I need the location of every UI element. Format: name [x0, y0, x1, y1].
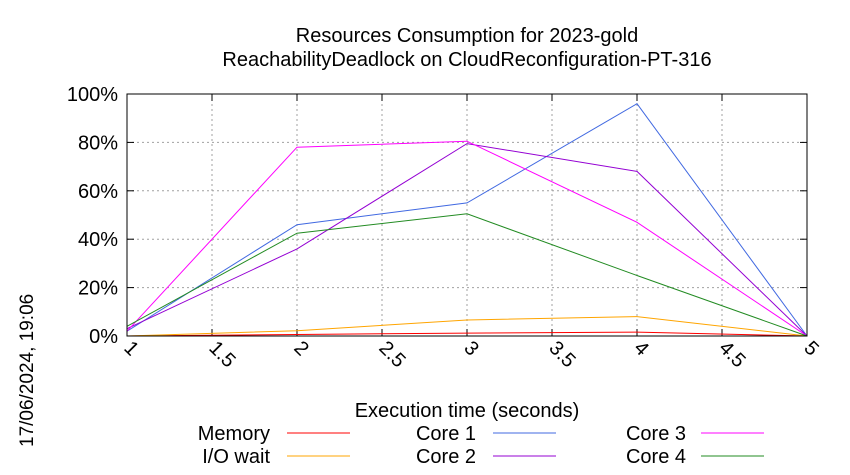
series-line-i-o-wait: [126, 316, 808, 337]
legend-label-core-4: Core 4: [626, 446, 686, 468]
legend-label-memory: Memory: [198, 423, 270, 445]
series-line-core-1: [126, 103, 808, 337]
y-tick-label: 20%: [78, 278, 118, 300]
x-tick-label: 1: [119, 337, 142, 360]
x-tick-label: 3.5: [544, 337, 579, 372]
x-axis-label: Execution time (seconds): [355, 400, 580, 422]
series-line-core-3: [126, 140, 808, 337]
y-tick-label: 80%: [78, 132, 118, 154]
y-tick-label: 40%: [78, 229, 118, 251]
x-tick-label: 5: [799, 337, 822, 360]
series-line-memory: [126, 331, 808, 337]
series-line-core-2: [126, 143, 808, 337]
x-tick-label: 4.5: [714, 337, 749, 372]
chart-subtitle: ReachabilityDeadlock on CloudReconfigura…: [222, 49, 711, 71]
y-tick-label: 0%: [89, 326, 118, 348]
grid: [127, 94, 807, 336]
plot-frame: [126, 93, 808, 337]
x-tick-label: 2: [289, 337, 312, 360]
legend-label-core-3: Core 3: [626, 423, 686, 445]
legend-label-i-o-wait: I/O wait: [202, 446, 270, 468]
legend-label-core-1: Core 1: [416, 423, 476, 445]
y-tick-label: 100%: [67, 84, 118, 106]
y-tick-label: 60%: [78, 181, 118, 203]
x-axis-ticks: 1 1.5 2 2.5 3 3.5 4 4.5 5: [119, 94, 823, 372]
plot-series: [126, 103, 808, 337]
timestamp: 17/06/2024, 19:06: [17, 294, 38, 447]
x-tick-label: 3: [459, 337, 482, 360]
legend-label-core-2: Core 2: [416, 446, 476, 468]
series-line-core-4: [126, 213, 808, 337]
x-tick-label: 2.5: [374, 337, 409, 372]
x-tick-label: 1.5: [204, 337, 239, 372]
x-tick-label: 4: [629, 337, 652, 360]
chart-title: Resources Consumption for 2023-gold: [296, 25, 638, 47]
y-axis-ticks: 0% 20% 40% 60% 80% 100%: [67, 84, 807, 348]
